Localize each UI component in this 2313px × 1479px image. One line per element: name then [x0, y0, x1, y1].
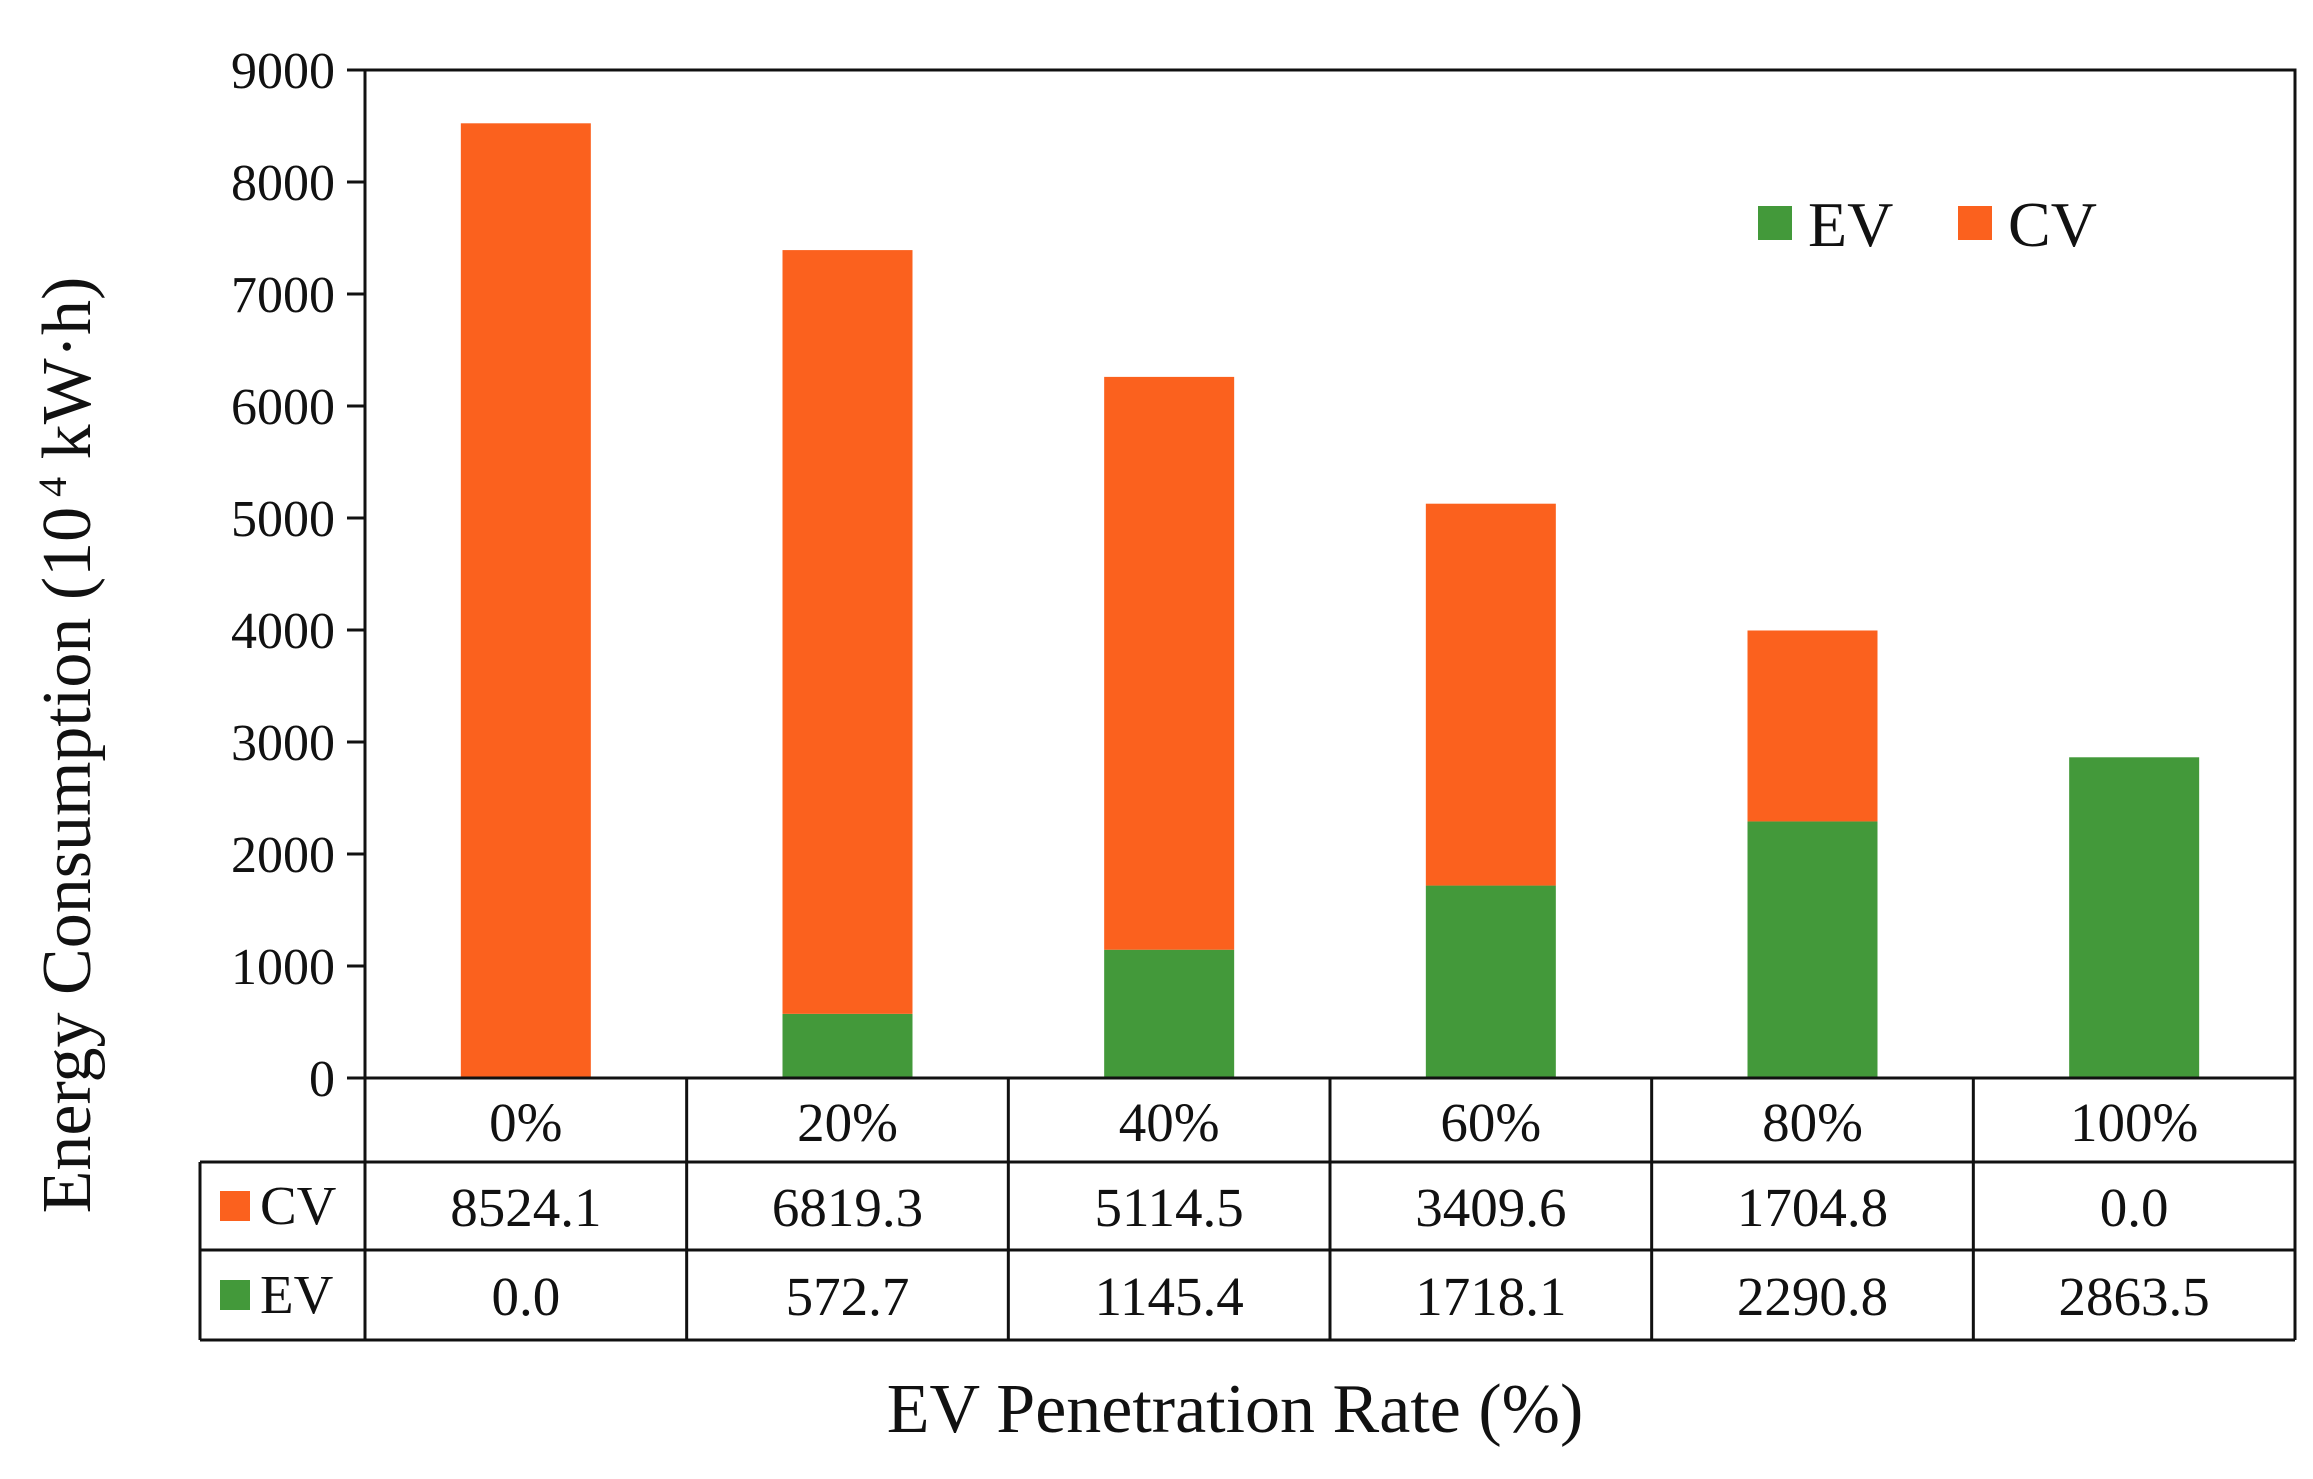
table-cell-ev: 2863.5 [2059, 1266, 2210, 1327]
category-label: 100% [2070, 1092, 2198, 1153]
table-row-label: EV [260, 1264, 334, 1325]
table-key-cv [220, 1191, 250, 1221]
y-tick-label: 3000 [231, 715, 335, 772]
y-tick-label: 9000 [231, 43, 335, 100]
category-label: 0% [489, 1092, 562, 1153]
y-tick-label: 4000 [231, 603, 335, 660]
table-cell-ev: 2290.8 [1737, 1266, 1888, 1327]
bar-ev-80pct [1748, 821, 1878, 1078]
table-cell-cv: 3409.6 [1415, 1177, 1566, 1238]
bar-cv-20pct [783, 250, 913, 1014]
plot-frame [365, 70, 2295, 1078]
y-axis-title-exponent: 4 [30, 477, 75, 497]
data-table: 0% 20% 40% 60% 80% 100% CV 8524.1 6819.3 5114.5 34… [200, 1078, 2295, 1340]
legend-swatch-ev [1758, 206, 1792, 240]
bar-ev-40pct [1104, 950, 1234, 1078]
y-axis-title: Energy Consumption (10 4 kW·h) [29, 277, 106, 1214]
x-axis-title: EV Penetration Rate (%) [887, 1371, 1584, 1448]
legend: EV CV [1758, 189, 2097, 260]
table-row-label: CV [260, 1175, 337, 1236]
table-cell-ev: 0.0 [491, 1266, 560, 1327]
y-tick-label: 8000 [231, 155, 335, 212]
plot-border [365, 70, 2295, 1078]
y-tick-label: 7000 [231, 267, 335, 324]
category-label: 40% [1119, 1092, 1220, 1153]
table-cell-cv: 0.0 [2100, 1177, 2169, 1238]
category-label: 60% [1440, 1092, 1541, 1153]
bar-cv-40pct [1104, 377, 1234, 950]
table-cell-ev: 572.7 [786, 1266, 910, 1327]
table-cell-ev: 1145.4 [1095, 1266, 1244, 1327]
legend-swatch-cv [1958, 206, 1992, 240]
bar-ev-60pct [1426, 886, 1556, 1078]
y-tick-label: 2000 [231, 827, 335, 884]
y-tick-label: 1000 [231, 939, 335, 996]
bar-ev-100pct [2069, 757, 2199, 1078]
y-tick-label: 5000 [231, 491, 335, 548]
table-cell-cv: 6819.3 [772, 1177, 923, 1238]
bar-cv-0pct [461, 123, 591, 1078]
bar-cv-80pct [1748, 630, 1878, 821]
legend-label-ev: EV [1808, 189, 1893, 260]
y-axis-ticks: 0 1000 2000 3000 4000 5000 6000 7000 8000 9000 [231, 43, 365, 1108]
bar-cv-60pct [1426, 504, 1556, 886]
table-key-ev [220, 1280, 250, 1310]
stacked-bar-chart: Energy Consumption (10 4 kW·h) 0 1000 2000 3… [0, 0, 2313, 1479]
table-cell-cv: 5114.5 [1095, 1177, 1244, 1238]
legend-label-cv: CV [2008, 189, 2097, 260]
table-cell-cv: 8524.1 [450, 1177, 601, 1238]
category-label: 80% [1762, 1092, 1863, 1153]
bar-ev-20pct [783, 1014, 913, 1078]
table-cell-ev: 1718.1 [1415, 1266, 1566, 1327]
y-tick-label: 0 [309, 1051, 335, 1108]
category-label: 20% [797, 1092, 898, 1153]
y-tick-label: 6000 [231, 379, 335, 436]
y-axis-title-prefix: Energy Consumption (10 [29, 507, 106, 1213]
bar-marks [461, 123, 2199, 1078]
y-axis-title-suffix: kW·h) [29, 277, 106, 477]
table-cell-cv: 1704.8 [1737, 1177, 1888, 1238]
